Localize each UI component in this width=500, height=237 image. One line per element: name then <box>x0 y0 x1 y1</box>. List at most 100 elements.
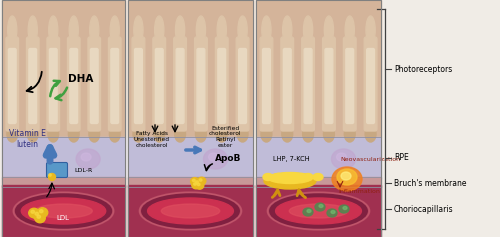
Ellipse shape <box>161 204 220 218</box>
FancyBboxPatch shape <box>260 37 273 131</box>
FancyBboxPatch shape <box>346 49 354 123</box>
Bar <box>256 137 381 179</box>
Ellipse shape <box>176 16 184 44</box>
Text: RPE: RPE <box>394 154 409 163</box>
Ellipse shape <box>319 205 323 208</box>
Ellipse shape <box>315 203 325 211</box>
FancyBboxPatch shape <box>344 37 356 131</box>
Ellipse shape <box>68 126 79 142</box>
Ellipse shape <box>154 126 164 142</box>
Ellipse shape <box>268 192 370 230</box>
Ellipse shape <box>270 194 367 228</box>
Ellipse shape <box>261 126 272 142</box>
Text: Choriocapillaris: Choriocapillaris <box>394 205 454 214</box>
FancyBboxPatch shape <box>325 49 333 123</box>
FancyBboxPatch shape <box>111 49 118 123</box>
FancyBboxPatch shape <box>281 37 293 131</box>
Ellipse shape <box>37 208 48 217</box>
FancyBboxPatch shape <box>197 49 205 123</box>
Ellipse shape <box>331 210 335 214</box>
Ellipse shape <box>48 16 58 44</box>
Ellipse shape <box>339 205 349 213</box>
Ellipse shape <box>273 173 283 181</box>
FancyBboxPatch shape <box>176 49 184 123</box>
Ellipse shape <box>196 16 205 44</box>
FancyBboxPatch shape <box>47 37 60 131</box>
Ellipse shape <box>365 126 376 142</box>
FancyBboxPatch shape <box>284 49 291 123</box>
Ellipse shape <box>196 126 206 142</box>
FancyBboxPatch shape <box>153 37 166 131</box>
Bar <box>283 179 297 187</box>
Bar <box>2 177 125 187</box>
Ellipse shape <box>276 198 362 224</box>
Ellipse shape <box>237 126 248 142</box>
Ellipse shape <box>217 16 226 44</box>
Ellipse shape <box>7 126 18 142</box>
FancyBboxPatch shape <box>302 37 314 131</box>
Ellipse shape <box>282 126 292 142</box>
FancyBboxPatch shape <box>218 49 226 123</box>
Ellipse shape <box>49 174 51 176</box>
Ellipse shape <box>283 173 293 181</box>
Text: Vitamin E
lutein: Vitamin E lutein <box>8 129 46 149</box>
Ellipse shape <box>110 126 120 142</box>
Ellipse shape <box>216 126 227 142</box>
FancyBboxPatch shape <box>262 49 270 123</box>
Ellipse shape <box>332 167 362 191</box>
Ellipse shape <box>303 208 313 216</box>
Text: LDL: LDL <box>56 215 69 221</box>
FancyBboxPatch shape <box>304 49 312 123</box>
Ellipse shape <box>48 173 56 181</box>
Text: Photoreceptors: Photoreceptors <box>394 64 452 73</box>
Text: LHP, 7-KCH: LHP, 7-KCH <box>272 156 310 162</box>
FancyBboxPatch shape <box>174 37 186 131</box>
Bar <box>128 185 253 237</box>
Ellipse shape <box>48 126 58 142</box>
Ellipse shape <box>34 204 92 218</box>
Ellipse shape <box>40 210 43 213</box>
Ellipse shape <box>190 178 199 185</box>
Ellipse shape <box>28 16 38 44</box>
FancyBboxPatch shape <box>194 37 207 131</box>
Ellipse shape <box>13 192 114 230</box>
Bar <box>2 0 125 237</box>
Ellipse shape <box>327 209 337 217</box>
Ellipse shape <box>208 153 218 161</box>
Ellipse shape <box>192 181 200 189</box>
Ellipse shape <box>199 179 202 181</box>
Ellipse shape <box>35 212 38 215</box>
Bar <box>256 0 381 237</box>
FancyBboxPatch shape <box>50 49 57 123</box>
Text: Fatty Acids
Unesterified
cholesterol: Fatty Acids Unesterified cholesterol <box>134 131 170 148</box>
Ellipse shape <box>76 149 100 169</box>
Ellipse shape <box>31 210 34 213</box>
FancyBboxPatch shape <box>366 49 374 123</box>
Ellipse shape <box>140 192 242 230</box>
FancyBboxPatch shape <box>238 49 246 123</box>
FancyBboxPatch shape <box>90 49 98 123</box>
Bar <box>2 137 125 179</box>
FancyBboxPatch shape <box>134 49 142 123</box>
Ellipse shape <box>293 173 303 181</box>
Ellipse shape <box>142 194 240 228</box>
Text: LDL-R: LDL-R <box>74 168 92 173</box>
FancyBboxPatch shape <box>156 49 163 123</box>
Ellipse shape <box>303 173 313 181</box>
Bar <box>128 177 253 187</box>
Ellipse shape <box>110 16 120 44</box>
Ellipse shape <box>81 153 91 161</box>
Ellipse shape <box>336 153 346 161</box>
Ellipse shape <box>366 16 375 44</box>
FancyBboxPatch shape <box>6 37 18 131</box>
Ellipse shape <box>197 183 200 186</box>
Bar <box>2 185 125 237</box>
Ellipse shape <box>313 173 323 181</box>
Ellipse shape <box>133 126 144 142</box>
FancyBboxPatch shape <box>8 49 16 123</box>
Text: DHA: DHA <box>68 74 94 84</box>
Ellipse shape <box>289 204 348 218</box>
Ellipse shape <box>148 198 234 224</box>
FancyBboxPatch shape <box>364 37 377 131</box>
Ellipse shape <box>345 16 354 44</box>
